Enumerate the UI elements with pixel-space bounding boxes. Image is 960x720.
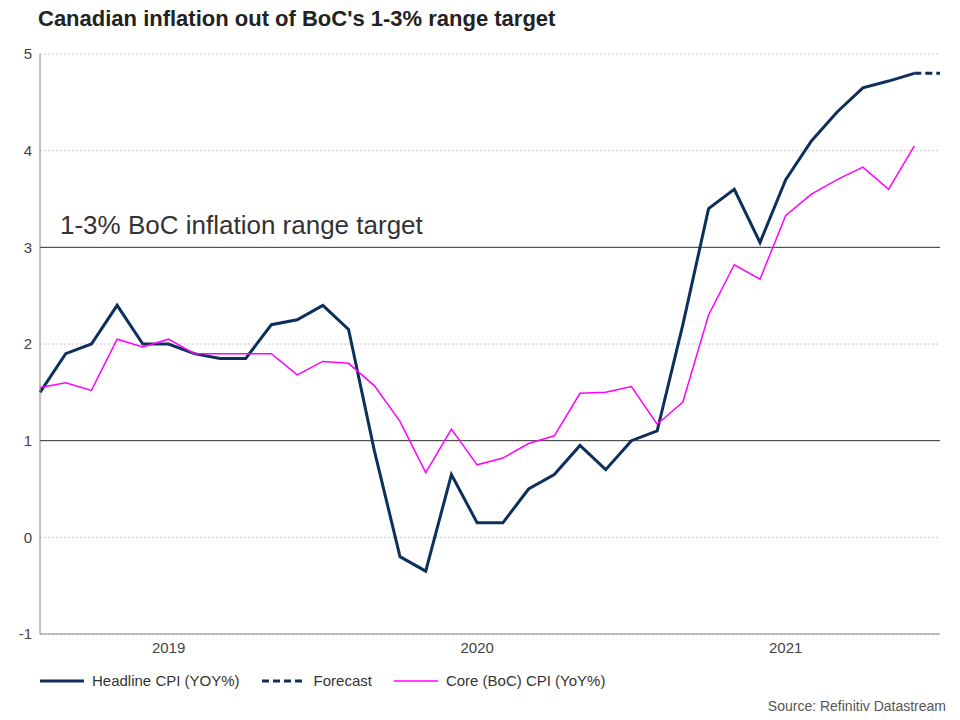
svg-text:2021: 2021 xyxy=(769,639,802,656)
svg-text:4: 4 xyxy=(24,142,32,159)
svg-text:5: 5 xyxy=(24,45,32,62)
html-text:Source: Refinitiv Datastream: Source: Refinitiv Datastream xyxy=(767,698,946,714)
html-text:Canadian inflation out of BoC': Canadian inflation out of BoC's 1-3% ran… xyxy=(38,6,556,31)
html-text:Headline CPI (YOY%): Headline CPI (YOY%) xyxy=(92,672,240,689)
svg-text:2019: 2019 xyxy=(152,639,185,656)
svg-text:-1: -1 xyxy=(19,625,32,642)
svg-text:0: 0 xyxy=(24,529,32,546)
svg-text:3: 3 xyxy=(24,239,32,256)
html-text:Forecast: Forecast xyxy=(313,672,372,689)
html-text:1-3% BoC inflation range targe: 1-3% BoC inflation range target xyxy=(60,210,423,240)
svg-text:1: 1 xyxy=(24,432,32,449)
svg-text:2: 2 xyxy=(24,335,32,352)
svg-text:2020: 2020 xyxy=(460,639,493,656)
html-text:Core (BoC) CPI (YoY%): Core (BoC) CPI (YoY%) xyxy=(445,672,606,689)
